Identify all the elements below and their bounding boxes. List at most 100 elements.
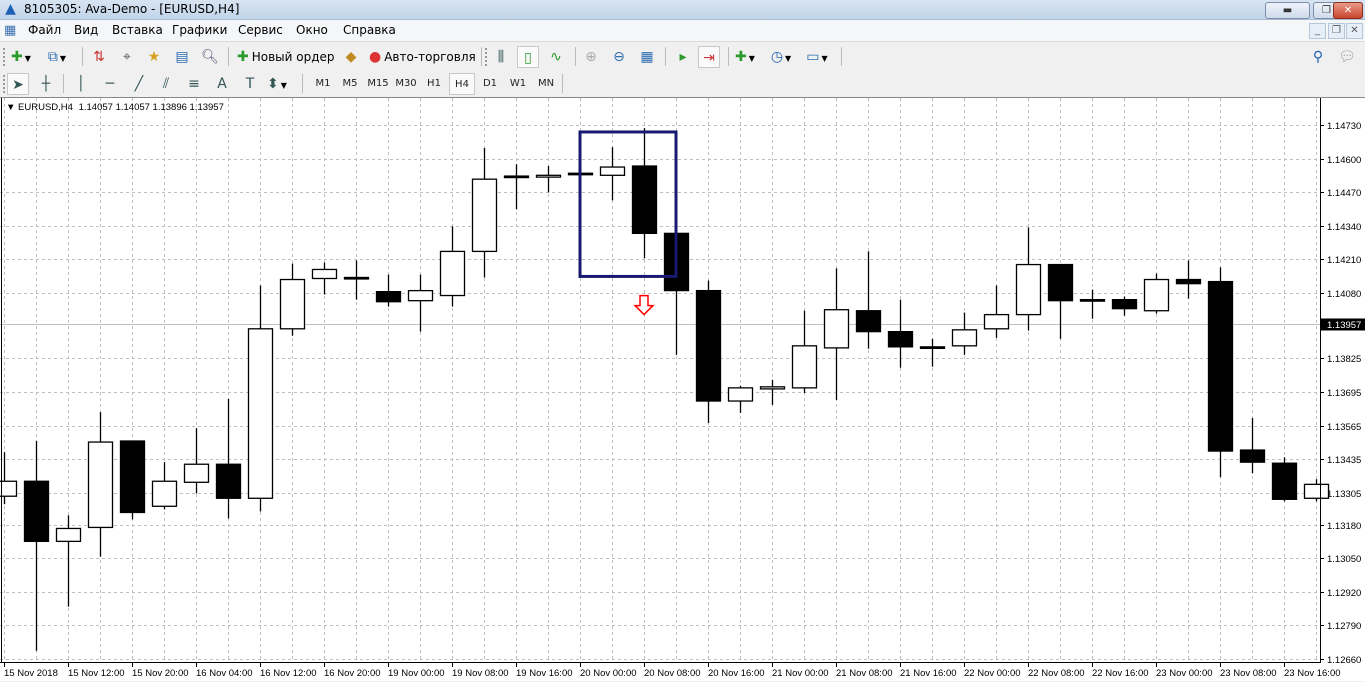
chart-shift-icon[interactable]: ⇥ (698, 46, 720, 68)
horizontal-line-icon[interactable]: ─ (105, 76, 115, 92)
candle-bull (791, 345, 818, 389)
terminal-icon[interactable]: ▤ (175, 49, 189, 65)
current-price-label: 1.13957 (1327, 320, 1361, 331)
candle-bear (1239, 449, 1266, 463)
x-tick-label: 16 Nov 20:00 (324, 668, 381, 679)
data-window-icon[interactable]: ⌖ (123, 49, 131, 65)
menu-view[interactable]: Вид (74, 23, 99, 37)
candlestick-chart-icon[interactable]: ▯ (517, 46, 539, 68)
toolbar-grip[interactable] (3, 75, 5, 93)
zoom-in-icon[interactable]: ⊕ (585, 49, 597, 65)
cursor-icon[interactable]: ➤ (7, 73, 29, 95)
x-tick-label: 22 Nov 08:00 (1028, 668, 1085, 679)
x-tick-label: 19 Nov 08:00 (452, 668, 509, 679)
x-tick-label: 15 Nov 20:00 (132, 668, 189, 679)
autotrading-icon: ● (369, 49, 382, 65)
menu-file[interactable]: Файл (28, 23, 62, 37)
x-tick-label: 20 Nov 16:00 (708, 668, 765, 679)
tile-windows-icon[interactable]: ▦ (640, 49, 654, 65)
candlestick-chart[interactable]: 1.14730 1.14600 1.14470 1.14340 1.14210 1.140… (0, 98, 1365, 682)
menu-window[interactable]: Окно (296, 23, 328, 37)
candle-bull (247, 328, 274, 499)
text-label-icon[interactable]: T (245, 76, 255, 92)
chart-ohlc: 1.14057 1.14057 1.13896 1.13957 (78, 102, 224, 113)
arrows-icon[interactable]: ⬍ ▼ (267, 76, 287, 92)
y-tick-label: 1.13825 (1327, 354, 1361, 365)
title-bar: ▲ 8105305: Ava-Demo - [EURUSD,H4] ▬ ❐ ✕ (0, 0, 1365, 20)
minimize-button[interactable]: ▬ (1265, 2, 1310, 19)
child-close-button[interactable]: ✕ (1346, 23, 1363, 39)
timeframe-d1[interactable]: D1 (482, 78, 498, 89)
chart-window[interactable]: 1.14730 1.14600 1.14470 1.14340 1.14210 1.140… (0, 97, 1365, 681)
timeframe-h1[interactable]: H1 (427, 78, 441, 89)
candle-bear (375, 290, 402, 303)
standard-toolbar: ✚ ▼ ⧉ ▼ ⇅ ⌖ ★ ▤ 🔍︎ ✚ Новый ордер ◆ ● Авто-то… (0, 43, 1365, 70)
profiles-icon[interactable]: ⧉ ▼ (47, 49, 67, 65)
trendline-icon[interactable]: ╱ (134, 76, 144, 92)
x-tick-label: 21 Nov 00:00 (772, 668, 829, 679)
toolbar-grip[interactable] (3, 48, 5, 66)
x-tick-label: 20 Nov 08:00 (644, 668, 701, 679)
y-tick-label: 1.14210 (1327, 255, 1361, 266)
market-watch-icon[interactable]: ⇅ (93, 49, 105, 65)
candle-bear (1207, 280, 1234, 452)
navigator-icon[interactable]: ★ (147, 49, 161, 65)
x-tick-label: 16 Nov 12:00 (260, 668, 317, 679)
close-button[interactable]: ✕ (1333, 2, 1363, 19)
x-tick-label: 21 Nov 16:00 (900, 668, 957, 679)
fibonacci-icon[interactable]: ≡ (188, 76, 200, 92)
timeframe-m1[interactable]: M1 (315, 78, 331, 89)
menu-help[interactable]: Справка (343, 23, 396, 37)
timeframe-m5[interactable]: M5 (342, 78, 358, 89)
vertical-line-icon[interactable]: │ (76, 76, 86, 92)
autoscroll-icon[interactable]: ▸ (679, 49, 687, 65)
candle-bear (1079, 298, 1106, 302)
menu-tools[interactable]: Сервис (238, 23, 283, 37)
candle-bull (1143, 278, 1170, 312)
autotrading-button[interactable]: ● Авто-торговля (369, 49, 476, 65)
periods-clock-icon[interactable]: ◷ ▼ (770, 49, 792, 65)
x-tick-label: 21 Nov 08:00 (836, 668, 893, 679)
window-title: 8105305: Ava-Demo - [EURUSD,H4] (24, 2, 240, 16)
indicators-icon[interactable]: ✚ ▼ (735, 49, 755, 65)
text-icon[interactable]: A (217, 76, 227, 92)
highlight-rectangle (578, 130, 678, 278)
templates-icon[interactable]: ▭ ▼ (806, 49, 828, 65)
y-tick-label: 1.14080 (1327, 289, 1361, 300)
child-restore-button[interactable]: ❐ (1328, 23, 1345, 39)
candle-bull (759, 386, 786, 390)
timeframe-w1[interactable]: W1 (509, 78, 527, 89)
candle-bull (0, 480, 18, 497)
metaeditor-icon[interactable]: ◆ (345, 49, 357, 65)
zoom-out-icon[interactable]: ⊖ (613, 49, 625, 65)
chat-icon[interactable]: 💬︎ (1338, 49, 1356, 65)
search-icon[interactable]: ⚲ (1312, 49, 1324, 65)
candle-bear (215, 463, 242, 499)
candle-bear (855, 310, 882, 333)
strategy-tester-icon[interactable]: 🔍︎ (201, 49, 219, 65)
y-tick-label: 1.14600 (1327, 155, 1361, 166)
crosshair-icon[interactable]: ┼ (41, 76, 51, 92)
child-minimize-button[interactable]: _ (1309, 23, 1326, 39)
timeframe-h4[interactable]: H4 (449, 73, 475, 95)
chart-window-icon[interactable]: ▦ (4, 23, 17, 38)
timeframe-m15[interactable]: M15 (367, 78, 389, 89)
line-chart-icon[interactable]: ∿ (550, 49, 562, 65)
candle-bull (311, 268, 338, 280)
chart-symbol: EURUSD,H4 (18, 102, 73, 113)
chart-menu-triangle-icon[interactable]: ▼ (6, 102, 16, 113)
candle-bear (503, 175, 530, 179)
new-chart-icon[interactable]: ✚ ▼ (11, 49, 31, 65)
new-order-button[interactable]: ✚ Новый ордер (237, 49, 335, 65)
candle-bull (407, 289, 434, 302)
candle-bull (471, 178, 498, 253)
candle-bear (1271, 462, 1298, 500)
equidistant-channel-icon[interactable]: ⫽ (162, 76, 170, 92)
y-tick-label: 1.13565 (1327, 422, 1361, 433)
menu-charts[interactable]: Графики (172, 23, 228, 37)
bar-chart-icon[interactable]: ⫼ (497, 49, 505, 65)
menu-insert[interactable]: Вставка (112, 23, 163, 37)
candle-bear (1175, 278, 1202, 285)
timeframe-mn[interactable]: MN (537, 78, 555, 89)
timeframe-m30[interactable]: M30 (395, 78, 417, 89)
